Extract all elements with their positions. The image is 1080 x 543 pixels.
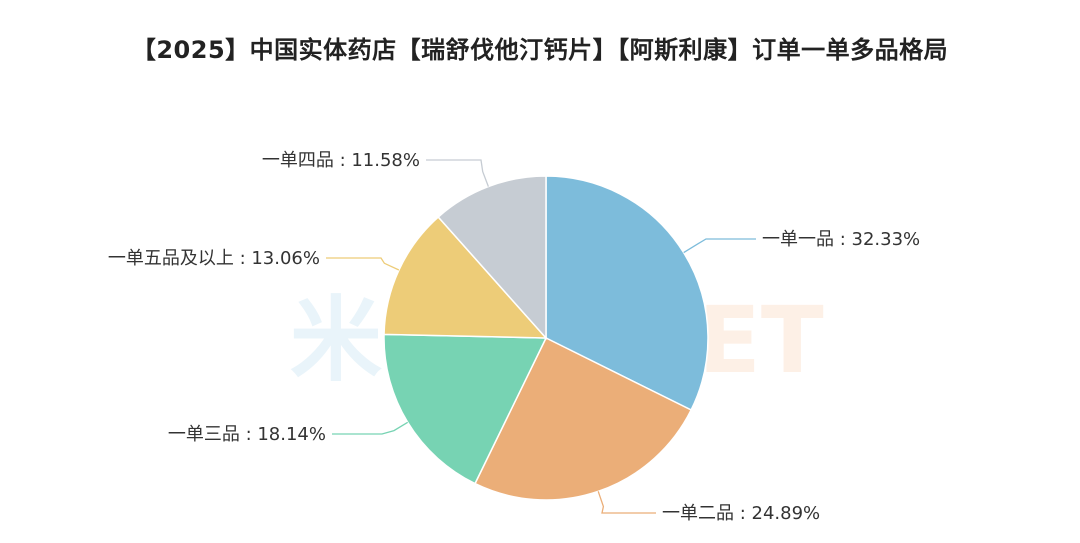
slice-label-5: 一单四品 : 11.58% — [262, 150, 420, 171]
pie-slice-4[interactable] — [383, 215, 548, 339]
chart-title: 【2025】中国实体药店【瑞舒伐他汀钙片】【阿斯利康】订单一单多品格局 — [131, 36, 949, 64]
slice-label-2: 一单二品 : 24.89% — [662, 503, 820, 524]
leader-line-1 — [683, 238, 756, 254]
leader-line-5 — [426, 159, 490, 187]
watermark: 米 ET — [290, 287, 824, 394]
pie-slices — [383, 175, 709, 501]
watermark-right-logo: ET — [698, 287, 824, 394]
pie-slice-1[interactable] — [545, 175, 709, 412]
slice-label-3: 一单三品 : 18.14% — [168, 424, 326, 445]
watermark-left-logo: 米 — [290, 287, 382, 394]
leader-line-4 — [326, 257, 400, 271]
slice-label-1: 一单一品 : 32.33% — [762, 229, 920, 250]
slice-label-4: 一单五品及以上 : 13.06% — [108, 248, 320, 269]
leader-line-3 — [332, 421, 409, 435]
leader-lines — [326, 159, 756, 514]
leader-line-2 — [597, 491, 656, 514]
slice-labels: 一单一品 : 32.33% 一单二品 : 24.89% 一单三品 : 18.14% 一… — [108, 150, 920, 524]
